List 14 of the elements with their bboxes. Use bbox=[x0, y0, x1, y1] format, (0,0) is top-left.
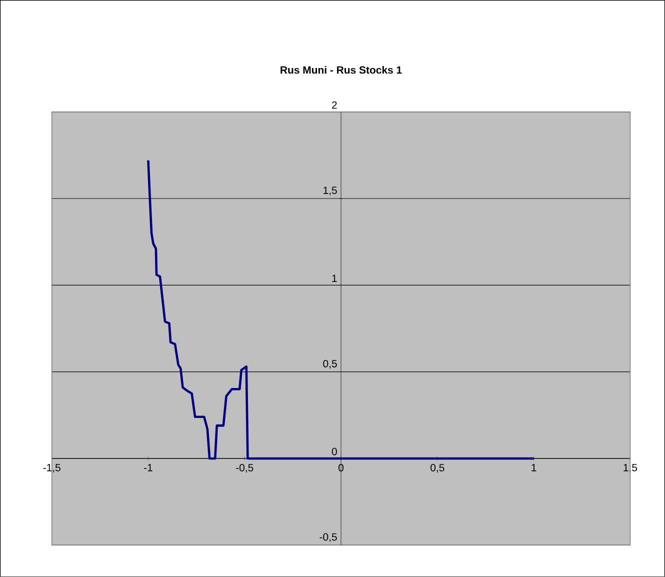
y-tick-label: 1,5 bbox=[324, 186, 337, 196]
x-tick-label: 1 bbox=[532, 464, 536, 472]
x-tick-label: -1 bbox=[144, 464, 152, 472]
y-tick-label: 0 bbox=[332, 448, 337, 456]
y-tick-label: -0,5 bbox=[320, 533, 337, 542]
x-tick-label: 1,5 bbox=[624, 464, 638, 473]
y-tick-label: 1 bbox=[332, 274, 337, 282]
x-tick-label: -1,5 bbox=[43, 464, 60, 473]
chart-title: Rus Muni - Rus Stocks 1 bbox=[280, 66, 402, 74]
x-tick-label: 0 bbox=[338, 464, 344, 472]
y-tick-label: 0,5 bbox=[323, 360, 337, 369]
x-tick-label: -0,5 bbox=[236, 464, 254, 473]
y-tick-label: 2 bbox=[332, 101, 337, 109]
x-tick-label: 0,5 bbox=[430, 464, 444, 473]
